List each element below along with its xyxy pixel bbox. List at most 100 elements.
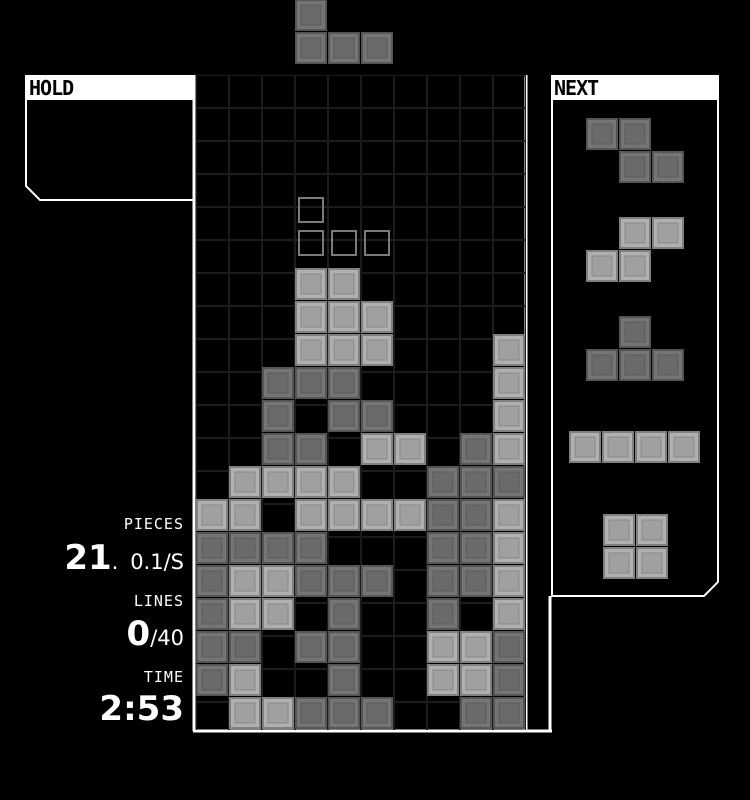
board-block — [328, 499, 360, 531]
board-block — [295, 268, 327, 300]
next-piece-block — [619, 151, 651, 183]
board-block — [493, 598, 525, 630]
board-block — [295, 301, 327, 333]
board-block — [493, 631, 525, 663]
next-label: NEXT — [551, 75, 719, 100]
board-block — [295, 367, 327, 399]
board-block — [328, 466, 360, 498]
next-piece-t — [586, 316, 684, 381]
board-block — [493, 499, 525, 531]
next-piece-block — [619, 349, 651, 381]
board-block — [427, 532, 459, 564]
board-block — [295, 499, 327, 531]
board-block — [196, 499, 228, 531]
board-block — [295, 697, 327, 729]
next-piece-block — [668, 431, 700, 463]
board-block — [328, 367, 360, 399]
board-block — [262, 598, 294, 630]
lines-value: 0/40 — [127, 614, 184, 654]
board-block — [328, 268, 360, 300]
board-block — [493, 400, 525, 432]
board-block — [295, 433, 327, 465]
board-block — [229, 532, 261, 564]
board-block — [295, 631, 327, 663]
board-block — [361, 565, 393, 597]
board-block — [361, 499, 393, 531]
board-block — [196, 598, 228, 630]
next-piece-block — [636, 514, 668, 546]
time-label: TIME — [143, 668, 184, 686]
active-piece-block — [295, 0, 327, 31]
board-block — [427, 664, 459, 696]
board-block — [196, 631, 228, 663]
ghost-block — [298, 197, 324, 223]
board-block — [328, 565, 360, 597]
board-block — [196, 565, 228, 597]
board-block — [394, 499, 426, 531]
board-block — [229, 466, 261, 498]
board-block — [460, 697, 492, 729]
ghost-block — [298, 230, 324, 256]
board-block — [493, 466, 525, 498]
board-block — [196, 532, 228, 564]
board-block — [427, 499, 459, 531]
board-block — [229, 565, 261, 597]
lines-goal: /40 — [150, 626, 184, 650]
board-block — [427, 565, 459, 597]
next-piece-block — [603, 514, 635, 546]
board-block — [394, 433, 426, 465]
ghost-block — [331, 230, 357, 256]
board-block — [460, 631, 492, 663]
ghost-block — [364, 230, 390, 256]
next-queue — [569, 118, 700, 579]
board-block — [262, 400, 294, 432]
board-block — [493, 664, 525, 696]
board-block — [361, 301, 393, 333]
next-piece-i — [569, 431, 700, 463]
board-block — [229, 631, 261, 663]
board-block — [493, 433, 525, 465]
board-block — [361, 697, 393, 729]
next-piece-s — [586, 217, 684, 282]
board-block — [361, 334, 393, 366]
board-block — [229, 598, 261, 630]
board-block — [460, 499, 492, 531]
board-block — [460, 466, 492, 498]
board-block — [196, 664, 228, 696]
board-block — [493, 367, 525, 399]
next-piece-block — [619, 217, 651, 249]
next-piece-block — [652, 349, 684, 381]
board-block — [262, 433, 294, 465]
next-piece-block — [586, 349, 618, 381]
board-block — [262, 532, 294, 564]
board-block — [493, 532, 525, 564]
board-block — [328, 664, 360, 696]
board-block — [460, 433, 492, 465]
next-piece-block — [636, 547, 668, 579]
board-block — [460, 532, 492, 564]
board-block — [361, 400, 393, 432]
lines-count: 0 — [126, 614, 151, 654]
board-block — [427, 466, 459, 498]
board-block — [262, 697, 294, 729]
next-piece-block — [586, 250, 618, 282]
next-piece-block — [635, 431, 667, 463]
next-piece-block — [602, 431, 634, 463]
time-value: 2:53 — [99, 689, 184, 729]
next-piece-block — [619, 316, 651, 348]
next-piece-block — [619, 118, 651, 150]
board-block — [328, 598, 360, 630]
board-block — [295, 334, 327, 366]
pieces-rate: 0.1/S — [130, 550, 184, 574]
board-block — [229, 499, 261, 531]
active-piece-block — [328, 32, 360, 64]
board-block — [460, 565, 492, 597]
active-piece-block — [361, 32, 393, 64]
board-block — [229, 697, 261, 729]
next-box-border — [551, 75, 719, 597]
next-piece-block — [569, 431, 601, 463]
hold-label: HOLD — [26, 75, 195, 100]
board-block — [295, 565, 327, 597]
active-piece-block — [295, 32, 327, 64]
next-piece-block — [586, 118, 618, 150]
